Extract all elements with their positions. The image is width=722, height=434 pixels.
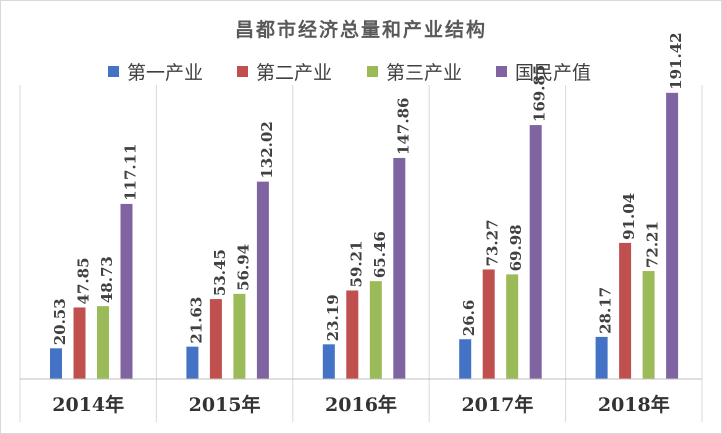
value-label-国民产值-2014年: 117.11 <box>122 143 140 200</box>
bar-第一产业-2014年 <box>50 348 62 379</box>
category-separators <box>19 85 703 422</box>
value-label-第三产业-2015年: 56.94 <box>234 244 252 291</box>
value-label-第一产业-2018年: 28.17 <box>597 287 615 334</box>
x-tick-label-1: 2014年 <box>52 393 124 416</box>
value-label-第一产业-2017年: 26.6 <box>460 300 478 337</box>
bar-第三产业-2017年 <box>506 274 519 379</box>
value-label-第三产业-2016年: 65.46 <box>371 231 389 278</box>
value-label-国民产值-2018年: 191.42 <box>667 32 685 89</box>
bar-第二产业-2014年 <box>73 307 86 379</box>
value-label-国民产值-2017年: 169.85 <box>531 65 549 122</box>
legend-swatch-4 <box>496 66 507 77</box>
bar-国民产值-2015年 <box>256 181 269 379</box>
legend-swatch-3 <box>367 66 378 77</box>
bar-第三产业-2018年 <box>642 271 655 379</box>
x-tick-label-5: 2018年 <box>598 393 670 416</box>
value-label-第二产业-2014年: 47.85 <box>75 257 93 304</box>
value-label-国民产值-2016年: 147.86 <box>394 98 412 155</box>
bar-第一产业-2015年 <box>186 346 199 379</box>
value-label-国民产值-2015年: 132.02 <box>258 121 276 178</box>
value-label-第二产业-2015年: 53.45 <box>211 249 229 296</box>
value-label-第一产业-2014年: 20.53 <box>51 298 69 345</box>
value-label-第三产业-2018年: 72.21 <box>644 221 662 268</box>
bars <box>50 92 679 380</box>
chart-title: 昌都市经济总量和产业结构 <box>235 18 487 41</box>
bar-第一产业-2017年 <box>459 339 472 379</box>
value-label-第一产业-2016年: 23.19 <box>324 294 342 341</box>
x-tick-labels: 2014年 2015年 2016年 2017年 2018年 <box>52 393 669 416</box>
value-label-第一产业-2015年: 21.63 <box>187 297 205 344</box>
bar-第二产业-2016年 <box>346 290 359 379</box>
bar-第一产业-2016年 <box>322 344 335 379</box>
bar-第一产业-2018年 <box>595 336 608 379</box>
legend-label-4: 国民产值 <box>515 62 591 84</box>
bar-国民产值-2018年 <box>666 92 679 380</box>
bar-第二产业-2015年 <box>209 299 222 379</box>
bar-第三产业-2016年 <box>369 281 382 379</box>
value-label-第二产业-2017年: 73.27 <box>484 219 502 266</box>
bar-国民产值-2017年 <box>529 125 542 379</box>
value-label-第三产业-2014年: 48.73 <box>98 256 116 303</box>
value-label-第二产业-2016年: 59.21 <box>347 240 365 287</box>
bar-国民产值-2016年 <box>393 157 406 379</box>
bar-第三产业-2015年 <box>233 293 246 379</box>
x-tick-label-2: 2015年 <box>189 393 261 416</box>
legend-label-3: 第三产业 <box>386 62 462 84</box>
bar-第二产业-2017年 <box>482 269 495 379</box>
bar-国民产值-2014年 <box>120 203 133 379</box>
legend: 第一产业 第二产业 第三产业 国民产值 <box>108 62 591 84</box>
legend-swatch-2 <box>237 66 248 77</box>
legend-label-2: 第二产业 <box>256 62 332 84</box>
x-tick-label-3: 2016年 <box>325 393 397 416</box>
legend-label-1: 第一产业 <box>127 62 203 84</box>
value-labels: 20.53 47.85 48.73 117.11 21.63 53.45 56.94 132.… <box>51 32 685 345</box>
x-tick-label-4: 2017年 <box>461 393 533 416</box>
bar-第二产业-2018年 <box>619 242 632 379</box>
value-label-第二产业-2018年: 91.04 <box>620 193 638 240</box>
bar-第三产业-2014年 <box>97 306 109 379</box>
legend-swatch-1 <box>108 66 119 77</box>
value-label-第三产业-2017年: 69.98 <box>507 224 525 271</box>
